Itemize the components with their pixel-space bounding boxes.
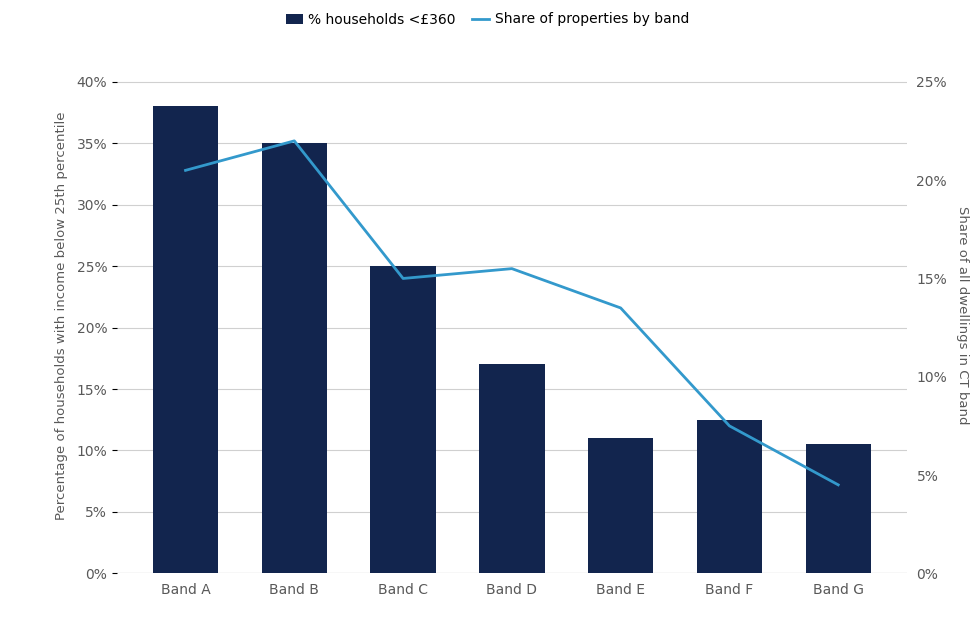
Legend: % households <£360, Share of properties by band: % households <£360, Share of properties … (281, 7, 694, 32)
Bar (588, 438, 653, 573)
Bar (480, 364, 544, 573)
Share of properties by band (615, 304, 627, 311)
Y-axis label: Percentage of households with income below 25th percentile: Percentage of households with income bel… (56, 111, 68, 520)
Bar (805, 445, 871, 573)
Y-axis label: Share of all dwellings in CT band: Share of all dwellings in CT band (956, 206, 969, 425)
Line: Share of properties by band: Share of properties by band (185, 141, 838, 485)
Bar (153, 106, 218, 573)
Bar (261, 143, 327, 573)
Share of properties by band (397, 275, 409, 282)
Bar (697, 420, 762, 573)
Bar (370, 266, 436, 573)
Share of properties by band (179, 166, 191, 174)
Share of properties by band (506, 265, 518, 273)
Share of properties by band (723, 422, 735, 430)
Share of properties by band (289, 137, 300, 145)
Share of properties by band (833, 481, 844, 489)
